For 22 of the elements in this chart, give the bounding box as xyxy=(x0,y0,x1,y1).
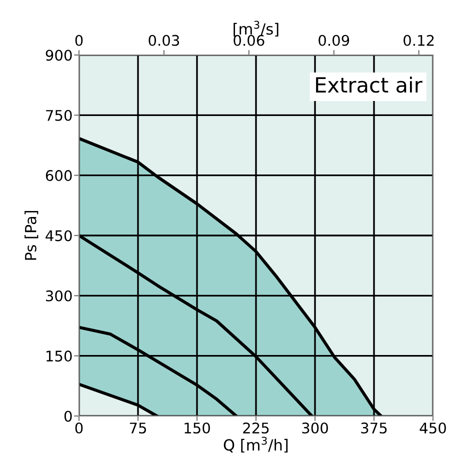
x2-tick-label: 0.12 xyxy=(404,34,434,46)
x2-tick-label: 0 xyxy=(75,34,83,46)
y-tick-label: 300 xyxy=(46,290,72,302)
x-tick-label: 225 xyxy=(243,422,269,434)
x-tick-label: 0 xyxy=(75,422,83,434)
annotation: Extract air xyxy=(316,76,422,93)
x-tick-label: 450 xyxy=(420,422,446,434)
x2-tick-label: 0.03 xyxy=(148,34,180,46)
x-tick-label: 150 xyxy=(184,422,210,434)
x-axis-title: Q [m$^{3}$/h] xyxy=(224,436,288,453)
y-tick-label: 450 xyxy=(46,230,72,242)
y-axis-title: Ps [Pa] xyxy=(24,211,38,260)
x-tick-label: 300 xyxy=(302,422,328,434)
x2-tick-label: 0.06 xyxy=(234,34,264,46)
y-tick-label: 0 xyxy=(64,410,72,422)
y-tick-label: 600 xyxy=(46,170,72,182)
x-tick-label: 75 xyxy=(130,422,146,434)
x-tick-label: 375 xyxy=(361,422,387,434)
y-tick-label: 150 xyxy=(46,350,72,362)
x2-tick-label: 0.09 xyxy=(318,34,350,46)
y-tick-label: 750 xyxy=(46,110,72,121)
y-tick-label: 900 xyxy=(46,50,72,61)
